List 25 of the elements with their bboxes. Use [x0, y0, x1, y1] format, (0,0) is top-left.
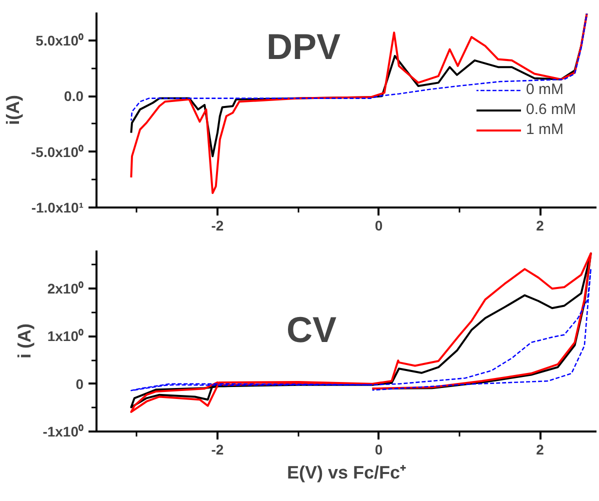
text: CV: [286, 309, 337, 350]
x-tick-label: -2: [211, 442, 224, 458]
x-tick-label: -2: [211, 218, 224, 234]
chart-title: DPV: [266, 26, 341, 68]
x-tick-label: 2: [536, 218, 544, 234]
line-series: [130, 12, 588, 194]
line-series: [130, 268, 592, 392]
x-tick-label: 2: [536, 442, 544, 458]
y-tick-label: -5.0x10⁰: [31, 144, 84, 160]
x-axis-title: E(V) vs Fc/Fc⁺: [286, 462, 406, 482]
y-tick-label: 1x10⁰: [47, 328, 84, 344]
y-tick-label: -1x10⁰: [42, 424, 84, 440]
y-tick-label: -1.0x10¹: [31, 200, 84, 216]
legend-label: 0.6 mM: [526, 101, 576, 118]
legend-label: 1 mM: [526, 121, 564, 138]
x-tick-label: 0: [374, 218, 383, 234]
x-tick-label: 0: [374, 442, 383, 458]
y-tick-label: 5.0x10⁰: [36, 32, 84, 48]
y-axis-title: i (A): [14, 323, 35, 358]
line-series: [130, 12, 588, 122]
legend-label: 0 mM: [526, 81, 564, 98]
y-tick-label: 2x10⁰: [47, 280, 84, 297]
y-tick-label: 0.0: [64, 88, 84, 104]
y-tick-label: 0: [76, 376, 84, 392]
y-axis-title: i(A): [3, 94, 24, 125]
